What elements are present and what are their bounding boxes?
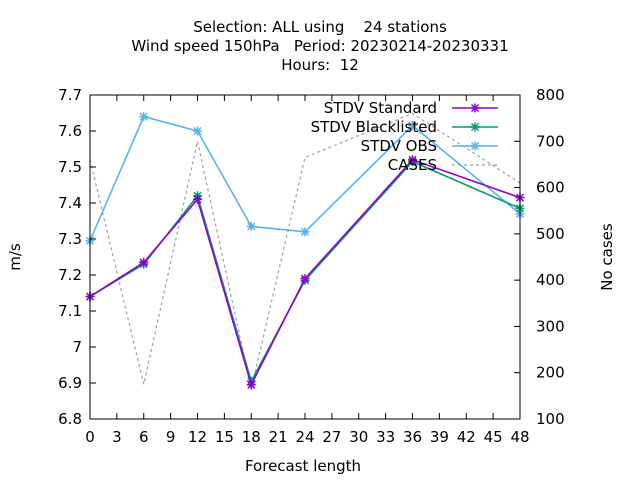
legend-marker <box>470 122 480 132</box>
y-tick-label: 7.1 <box>58 302 82 320</box>
x-tick-label: 33 <box>376 428 395 446</box>
x-tick-label: 24 <box>295 428 314 446</box>
y2-tick-label: 200 <box>536 364 565 382</box>
legend-label: CASES <box>388 156 437 174</box>
y2-tick-label: 600 <box>536 179 565 197</box>
data-point <box>408 155 417 165</box>
data-point <box>139 257 149 267</box>
chart-title-line-3: Hours: 12 <box>281 56 359 74</box>
x-tick-label: 9 <box>166 428 176 446</box>
data-point <box>193 126 202 136</box>
x-tick-label: 45 <box>484 428 503 446</box>
y-tick-label: 7 <box>72 338 82 356</box>
data-point <box>246 221 256 231</box>
chart-title-line-2: Wind speed 150hPa Period: 20230214-20230… <box>131 37 509 55</box>
y-tick-label: 7.5 <box>58 158 82 176</box>
chart-title-line-1: Selection: ALL using 24 stations <box>193 18 447 36</box>
x-tick-label: 48 <box>510 428 529 446</box>
y-axis-label: m/s <box>6 243 24 271</box>
legend-label: STDV Blacklisted <box>311 118 437 136</box>
data-point <box>193 194 202 204</box>
y-tick-label: 6.9 <box>58 374 82 392</box>
x-tick-label: 30 <box>349 428 368 446</box>
x-axis-label: Forecast length <box>245 457 361 475</box>
series-line <box>89 115 521 242</box>
x-tick-label: 36 <box>403 428 422 446</box>
x-tick-label: 42 <box>457 428 476 446</box>
legend-entry-stdv-standard: STDV Standard <box>324 99 498 117</box>
x-tick-label: 39 <box>430 428 449 446</box>
data-point <box>139 112 149 122</box>
legend-entry-stdv-blacklisted: STDV Blacklisted <box>311 118 498 136</box>
legend-marker <box>470 103 480 113</box>
y2-tick-label: 800 <box>536 86 565 104</box>
y2-tick-label: 700 <box>536 132 565 150</box>
x-tick-label: 18 <box>242 428 261 446</box>
plot-frame <box>89 94 521 420</box>
y-tick-label: 7.7 <box>58 86 82 104</box>
data-point <box>300 274 310 284</box>
y-tick-label: 7.6 <box>58 122 82 140</box>
x-tick-label: 0 <box>85 428 95 446</box>
y2-tick-label: 500 <box>536 225 565 243</box>
x-tick-label: 12 <box>188 428 207 446</box>
series-layer <box>85 112 525 390</box>
legend-entry-cases: CASES <box>388 156 498 174</box>
series-stdv-obs <box>85 112 525 246</box>
y-tick-label: 7.3 <box>58 230 82 248</box>
legend-entry-stdv-obs: STDV OBS <box>361 137 498 155</box>
legend-label: STDV OBS <box>361 137 437 155</box>
data-point <box>246 380 256 390</box>
legend-label: STDV Standard <box>324 99 437 117</box>
legend-marker <box>470 141 480 151</box>
axis-layer: 0 3 6 9 12 15 18 21 24 27 30 33 36 39 42 45 486.86.977.1… <box>58 86 565 446</box>
y2-tick-label: 300 <box>536 317 565 335</box>
series-stdv-standard <box>85 155 525 390</box>
y2-tick-label: 400 <box>536 271 565 289</box>
y2-tick-label: 100 <box>536 410 565 428</box>
y-tick-label: 7.2 <box>58 266 82 284</box>
y2-axis-label: No cases <box>598 223 616 291</box>
x-tick-label: 3 <box>112 428 122 446</box>
data-point <box>408 121 417 131</box>
x-tick-label: 27 <box>322 428 341 446</box>
x-tick-label: 21 <box>269 428 288 446</box>
x-tick-label: 6 <box>139 428 149 446</box>
series-line <box>89 158 521 387</box>
series-line <box>89 160 521 384</box>
y-tick-label: 7.4 <box>58 194 82 212</box>
x-tick-label: 15 <box>215 428 234 446</box>
data-point <box>300 227 310 237</box>
y-tick-label: 6.8 <box>58 410 82 428</box>
